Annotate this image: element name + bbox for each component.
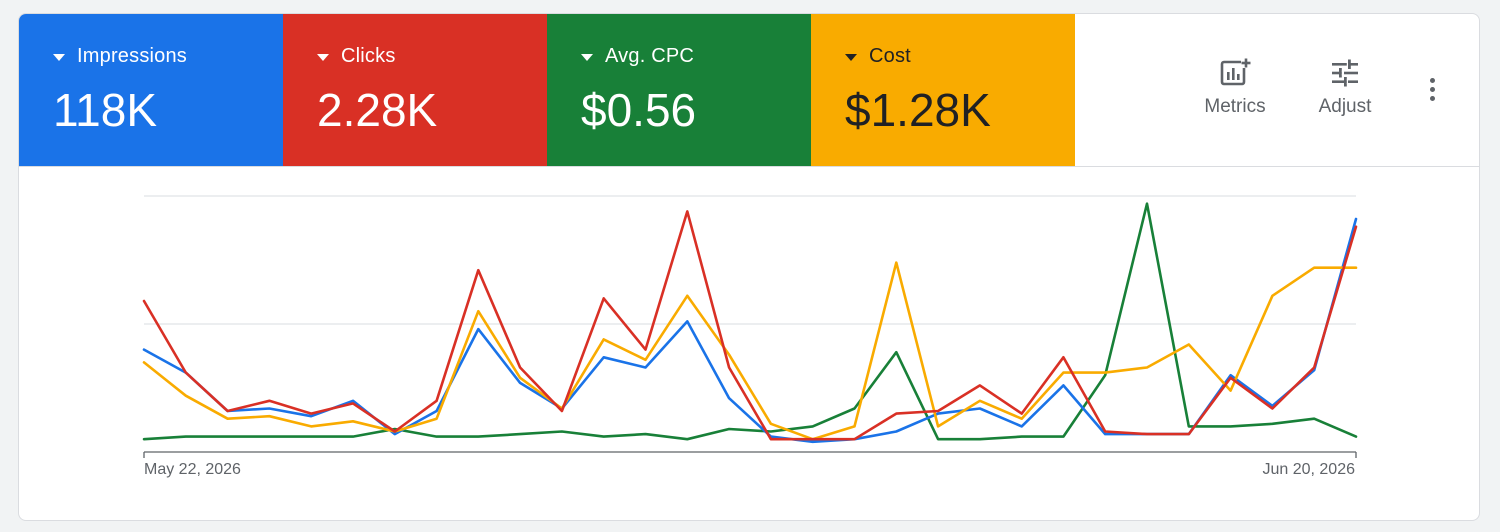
scorecard-clicks[interactable]: Clicks 2.28K xyxy=(283,14,547,166)
scorecard-label-row: Impressions xyxy=(53,45,187,68)
more-options-button[interactable] xyxy=(1421,72,1445,108)
dropdown-arrow-icon xyxy=(53,53,65,61)
more-vert-icon xyxy=(1430,78,1435,83)
scorecard-label-row: Cost xyxy=(845,45,911,68)
x-axis-start-label: May 22, 2026 xyxy=(144,461,241,478)
scorecard-label-row: Avg. CPC xyxy=(581,45,694,68)
scorecard-label: Impressions xyxy=(77,45,188,67)
scorecard-value: 118K xyxy=(53,84,158,136)
dropdown-arrow-icon xyxy=(581,53,593,61)
dropdown-arrow-icon xyxy=(845,53,857,61)
adjust-label: Adjust xyxy=(1318,96,1372,117)
performance-card: Impressions 118K Clicks 2.28K Avg. CPC $… xyxy=(18,13,1480,521)
scorecard-value: 2.28K xyxy=(317,84,438,136)
scorecard-cost[interactable]: Cost $1.28K xyxy=(811,14,1075,166)
chart-toolbar: Metrics Adjust xyxy=(1077,14,1479,166)
line-chart xyxy=(142,195,1358,458)
add-chart-icon xyxy=(1220,58,1251,86)
scorecard-label: Cost xyxy=(869,45,911,67)
series-line-2 xyxy=(142,210,1358,441)
scorecard-label-row: Clicks xyxy=(317,45,396,68)
x-axis-end-label: Jun 20, 2026 xyxy=(1262,461,1355,478)
scorecard-avg-cpc[interactable]: Avg. CPC $0.56 xyxy=(547,14,811,166)
chart-gridlines xyxy=(143,195,1357,458)
scorecard-value: $1.28K xyxy=(845,84,991,136)
series-line-3 xyxy=(142,202,1358,441)
adjust-button[interactable]: Adjust xyxy=(1305,58,1385,118)
more-vert-icon xyxy=(1430,87,1435,92)
series-line-1 xyxy=(142,217,1358,444)
chart-series xyxy=(142,202,1358,444)
scorecard-impressions[interactable]: Impressions 118K xyxy=(19,14,283,166)
scorecard-value: $0.56 xyxy=(581,84,697,136)
scorecard-label: Clicks xyxy=(341,45,396,67)
tune-icon xyxy=(1332,59,1358,87)
scorecard-row: Impressions 118K Clicks 2.28K Avg. CPC $… xyxy=(19,14,1479,167)
more-vert-icon xyxy=(1430,96,1435,101)
series-line-4 xyxy=(142,261,1358,441)
scorecard-label: Avg. CPC xyxy=(605,45,695,67)
dropdown-arrow-icon xyxy=(317,53,329,61)
metrics-label: Metrics xyxy=(1204,96,1266,117)
metrics-button[interactable]: Metrics xyxy=(1195,58,1275,118)
